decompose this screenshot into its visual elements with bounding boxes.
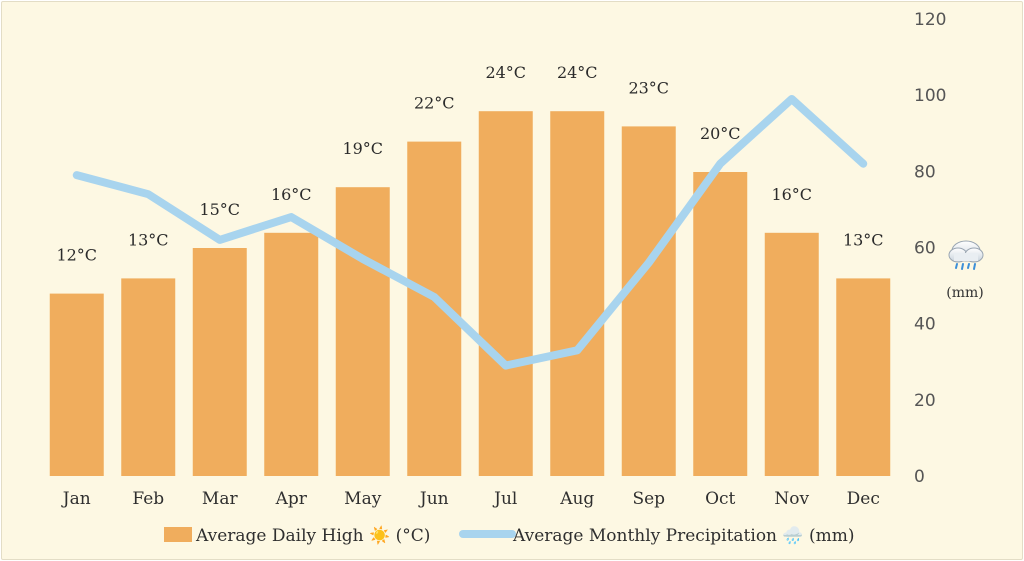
x-tick-jul: Jul <box>492 489 517 509</box>
data-label-mar: 15°C <box>199 200 240 219</box>
y2-tick-0: 0 <box>914 467 925 487</box>
bar-series <box>49 111 891 477</box>
bar-jul <box>478 111 533 476</box>
y2-tick-80: 80 <box>914 162 936 182</box>
data-label-apr: 16°C <box>271 185 312 204</box>
bar-mar <box>192 248 247 476</box>
precipitation-line <box>72 94 868 370</box>
y2-tick-60: 60 <box>914 239 936 259</box>
x-tick-mar: Mar <box>202 489 239 509</box>
bar-dec <box>836 278 891 476</box>
bar-feb <box>121 278 176 476</box>
legend-item-bar: Average Daily High ☀️ (°C) <box>164 525 430 546</box>
bar-apr <box>264 232 319 476</box>
bar-oct <box>693 172 748 476</box>
x-tick-apr: Apr <box>275 489 308 509</box>
line-series <box>72 94 868 370</box>
x-tick-sep: Sep <box>632 489 665 509</box>
data-label-oct: 20°C <box>700 124 741 143</box>
y2-tick-20: 20 <box>914 391 936 411</box>
bar-sep <box>621 126 676 477</box>
x-tick-nov: Nov <box>774 489 809 509</box>
data-label-jul: 24°C <box>485 63 526 82</box>
rain-cloud-icon <box>948 240 984 270</box>
bar-nov <box>764 232 819 476</box>
data-labels: 12°C 13°C 15°C 16°C 19°C 22°C 24°C 24°C 23°C 20°C… <box>56 63 883 264</box>
data-label-nov: 16°C <box>771 185 812 204</box>
data-label-jan: 12°C <box>56 246 97 265</box>
x-tick-oct: Oct <box>705 489 735 509</box>
bar-aug <box>550 111 605 476</box>
bar-jun <box>407 141 462 476</box>
legend-item-line: Average Monthly Precipitation 🌧️ (mm) <box>459 525 854 546</box>
y2-tick-40: 40 <box>914 315 936 335</box>
legend-label-line: Average Monthly Precipitation 🌧️ (mm) <box>512 525 854 546</box>
x-tick-jun: Jun <box>418 489 449 509</box>
legend-swatch-bar <box>164 527 192 542</box>
bar-jan <box>49 293 104 476</box>
data-label-sep: 23°C <box>628 78 669 97</box>
y2-axis: 0 20 40 60 80 100 120 <box>914 10 946 487</box>
x-tick-feb: Feb <box>132 489 164 509</box>
x-tick-may: May <box>344 489 382 509</box>
legend-label-bar: Average Daily High ☀️ (°C) <box>195 525 430 546</box>
x-tick-aug: Aug <box>559 489 594 509</box>
y2-tick-120: 120 <box>914 10 946 30</box>
data-label-jun: 22°C <box>414 94 455 113</box>
data-label-aug: 24°C <box>557 63 598 82</box>
legend: Average Daily High ☀️ (°C) Average Month… <box>164 525 854 546</box>
x-tick-dec: Dec <box>847 489 880 509</box>
bar-may <box>335 187 390 476</box>
y2-unit-label: (mm) <box>946 285 983 301</box>
x-axis: Jan Feb Mar Apr May Jun Jul Aug Sep Oct Nov Dec <box>61 489 880 509</box>
data-label-may: 19°C <box>342 139 383 158</box>
data-label-dec: 13°C <box>843 230 884 249</box>
y2-tick-100: 100 <box>914 86 946 106</box>
data-label-feb: 13°C <box>128 230 169 249</box>
x-tick-jan: Jan <box>61 489 91 509</box>
